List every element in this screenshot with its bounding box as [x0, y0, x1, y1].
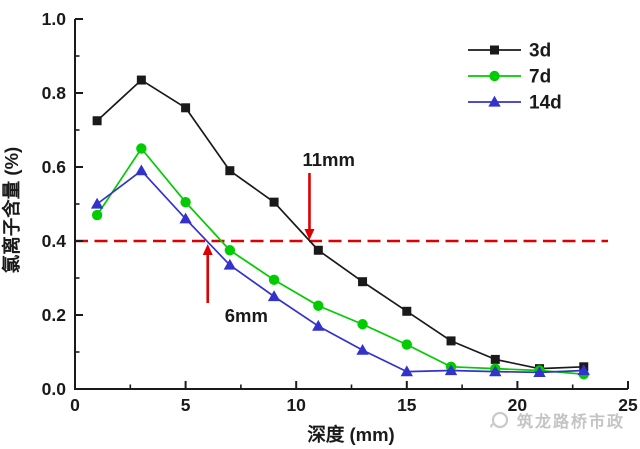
series-7d-point: [357, 319, 368, 330]
series-14d-point: [312, 319, 325, 331]
series-3d-point: [225, 166, 235, 176]
y-tick-label: 0.2: [42, 305, 67, 325]
x-tick-label: 0: [70, 395, 80, 415]
series-7d-point: [313, 300, 324, 311]
series-14d-point: [444, 364, 458, 376]
y-tick-label: 0.8: [42, 83, 67, 103]
x-tick-label: 15: [397, 395, 417, 415]
series-3d-point: [446, 336, 456, 346]
series-3d-point: [402, 306, 412, 316]
legend-item-14d: 14d: [468, 93, 562, 114]
series-7d-point: [401, 339, 412, 350]
series-14d-point: [489, 365, 502, 377]
legend: 3d 7d 14d: [468, 41, 562, 114]
y-tick-label: 0.4: [42, 231, 67, 251]
legend-label: 14d: [529, 93, 562, 114]
series-7d-line: [96, 147, 584, 376]
legend-marker-triangle: [488, 95, 501, 107]
series-7d: [91, 143, 589, 380]
legend-item-7d: 7d: [468, 67, 551, 88]
series-14d-line: [96, 169, 584, 374]
series-14d-point: [356, 343, 369, 355]
legend-label: 3d: [529, 41, 551, 62]
series-3d-point: [269, 197, 279, 207]
axes: 0.0 0.2 0.4 0.6 0.8 1.0 0 5 10 15 20 25: [42, 9, 638, 415]
series-3d-point: [490, 354, 500, 364]
series-3d-point: [313, 245, 323, 255]
series-3d-point: [136, 75, 146, 85]
series-14d-point: [135, 164, 148, 176]
annotation-label: 6mm: [225, 305, 268, 326]
x-tick-label: 20: [508, 395, 528, 415]
legend-item-3d: 3d: [468, 41, 551, 62]
y-tick-label: 0.6: [42, 157, 67, 177]
annotation-11mm: 11mm: [302, 149, 355, 240]
series-7d-point: [180, 196, 191, 208]
x-tick-label: 25: [618, 395, 638, 415]
series-3d-point: [181, 103, 191, 113]
y-axis-title: 氯离子含量 (%): [1, 147, 22, 273]
y-tick-label: 1.0: [42, 9, 67, 29]
series-14d-point: [267, 290, 281, 302]
series-14d-point: [533, 366, 546, 377]
series-3d-point: [92, 116, 102, 126]
series-7d-point: [268, 274, 280, 286]
arrow-head-up: [202, 244, 213, 255]
series-14d-point: [577, 364, 590, 376]
series-7d-point: [136, 143, 147, 154]
series-14d-point: [223, 258, 237, 270]
x-tick-label: 10: [286, 395, 306, 415]
series-7d-point: [224, 245, 236, 256]
annotation-6mm: 6mm: [202, 244, 268, 326]
series-14d: [90, 164, 590, 377]
series-14d-point: [400, 365, 413, 377]
legend-label: 7d: [529, 67, 551, 88]
x-axis-title: 深度 (mm): [307, 424, 394, 445]
arrow-head-down: [304, 229, 315, 240]
series-3d: [92, 75, 589, 374]
series-7d-point: [91, 209, 103, 221]
series-3d-line: [96, 79, 584, 370]
y-tick-label: 0.0: [42, 379, 67, 399]
series-14d-point: [90, 197, 104, 209]
legend-marker-square: [490, 45, 499, 55]
annotation-label: 11mm: [302, 149, 354, 170]
legend-marker-circle: [489, 70, 500, 82]
series-14d-point: [179, 212, 192, 224]
series-3d-point: [358, 277, 368, 287]
x-tick-label: 5: [181, 395, 191, 415]
